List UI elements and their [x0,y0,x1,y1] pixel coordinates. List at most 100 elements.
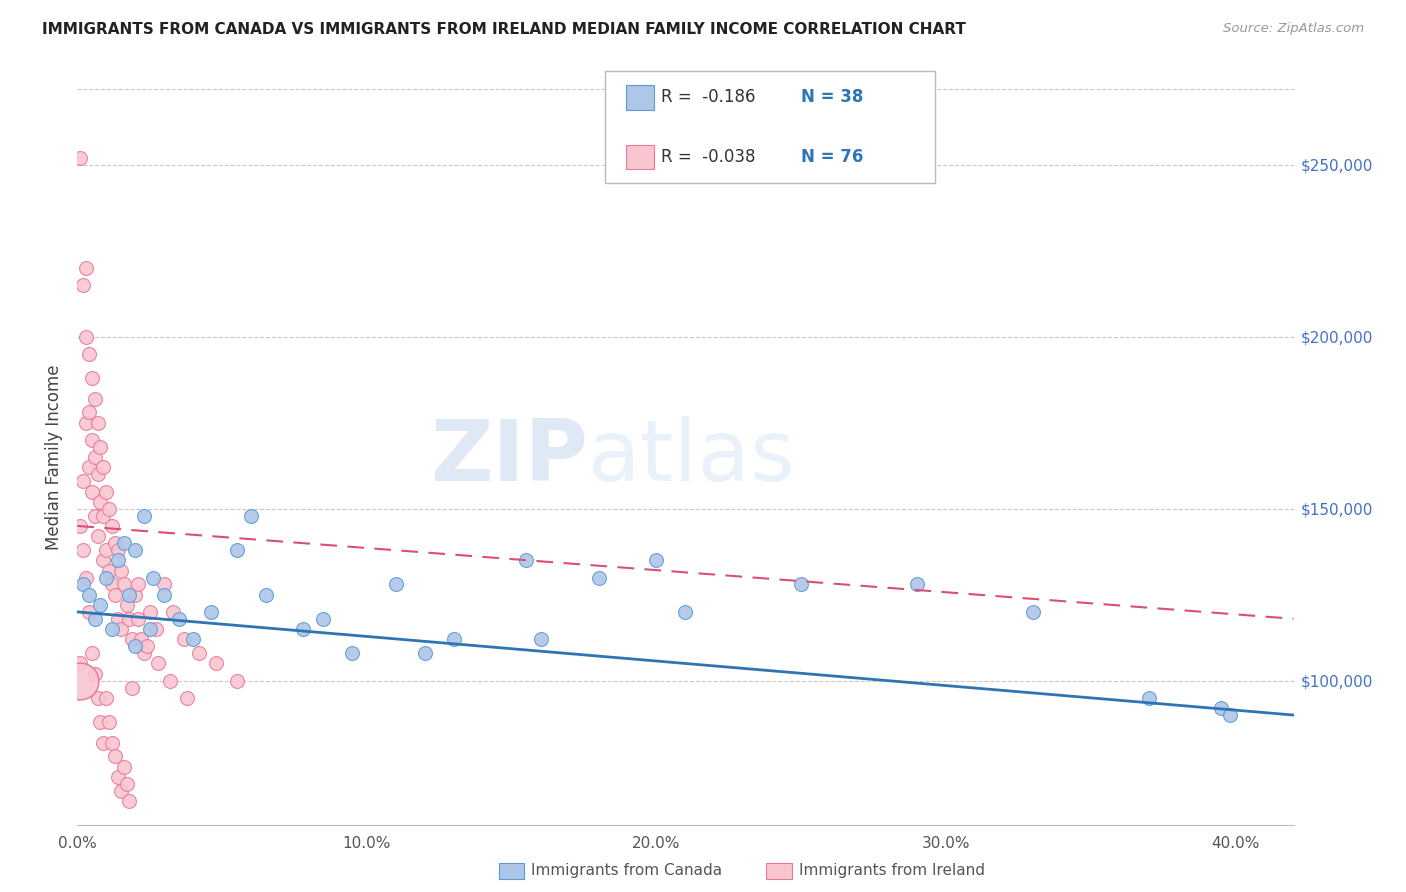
Point [93,460,115,475]
Point [104,536,127,550]
Point [124,640,146,654]
Point [96,484,118,499]
Point [132,508,155,523]
Y-axis label: Median Family Income: Median Family Income [45,365,63,549]
Point [515,553,537,567]
Point [83,508,105,523]
Point [205,657,228,671]
Point [98,714,121,729]
Point [110,622,132,636]
Point [124,588,146,602]
Point [342,646,364,660]
Point [292,622,315,636]
Point [132,646,155,660]
Point [530,632,553,647]
Point [83,450,105,464]
Point [118,612,141,626]
Point [254,588,277,602]
Point [225,673,247,688]
Point [167,612,190,626]
Point [1137,690,1160,705]
Point [101,622,124,636]
Point [115,777,138,791]
Point [1022,605,1045,619]
Point [129,632,152,647]
Point [200,605,222,619]
Point [83,392,105,406]
Point [72,577,94,591]
Point [101,519,124,533]
Point [173,632,195,647]
Point [135,640,157,654]
Point [77,347,100,361]
Point [80,433,103,447]
Point [142,570,165,584]
Point [159,673,181,688]
Point [86,690,108,705]
Point [112,577,135,591]
Point [93,735,115,749]
Point [112,536,135,550]
Point [69,657,91,671]
Point [101,577,124,591]
Point [89,714,111,729]
Point [93,508,115,523]
Point [75,416,97,430]
Point [148,657,170,671]
Point [112,759,135,773]
Point [77,460,100,475]
Point [905,577,928,591]
Point [127,612,149,626]
Point [104,749,127,764]
Point [77,588,100,602]
Point [72,278,94,293]
Point [80,484,103,499]
Point [312,612,335,626]
Point [86,416,108,430]
Text: atlas: atlas [588,416,796,499]
Point [645,553,668,567]
Point [121,632,143,647]
Point [93,553,115,567]
Point [89,440,111,454]
Point [443,632,465,647]
Point [110,783,132,797]
Point [115,598,138,612]
Point [98,564,121,578]
Point [80,371,103,385]
Point [75,570,97,584]
Point [80,646,103,660]
Point [83,612,105,626]
Point [107,543,129,558]
Point [83,666,105,681]
Point [225,543,247,558]
Point [138,622,160,636]
Point [96,690,118,705]
Point [153,577,176,591]
Text: Immigrants from Ireland: Immigrants from Ireland [799,863,984,878]
Point [104,588,127,602]
Point [77,605,100,619]
Text: Source: ZipAtlas.com: Source: ZipAtlas.com [1223,22,1364,36]
Point [588,570,610,584]
Point [118,588,141,602]
Point [413,646,436,660]
Point [86,467,108,482]
Point [1211,701,1233,715]
Point [675,605,697,619]
Text: N = 38: N = 38 [801,88,863,106]
Point [124,543,146,558]
Point [107,553,129,567]
Point [162,605,184,619]
Point [790,577,813,591]
Point [107,770,129,784]
Point [181,632,204,647]
Point [86,529,108,543]
Point [101,735,124,749]
Point [107,612,129,626]
Point [176,690,198,705]
Point [75,330,97,344]
Point [145,622,167,636]
Point [96,543,118,558]
Text: IMMIGRANTS FROM CANADA VS IMMIGRANTS FROM IRELAND MEDIAN FAMILY INCOME CORRELATI: IMMIGRANTS FROM CANADA VS IMMIGRANTS FRO… [42,22,966,37]
